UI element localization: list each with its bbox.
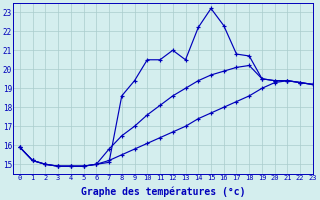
X-axis label: Graphe des températures (°c): Graphe des températures (°c) (81, 187, 245, 197)
